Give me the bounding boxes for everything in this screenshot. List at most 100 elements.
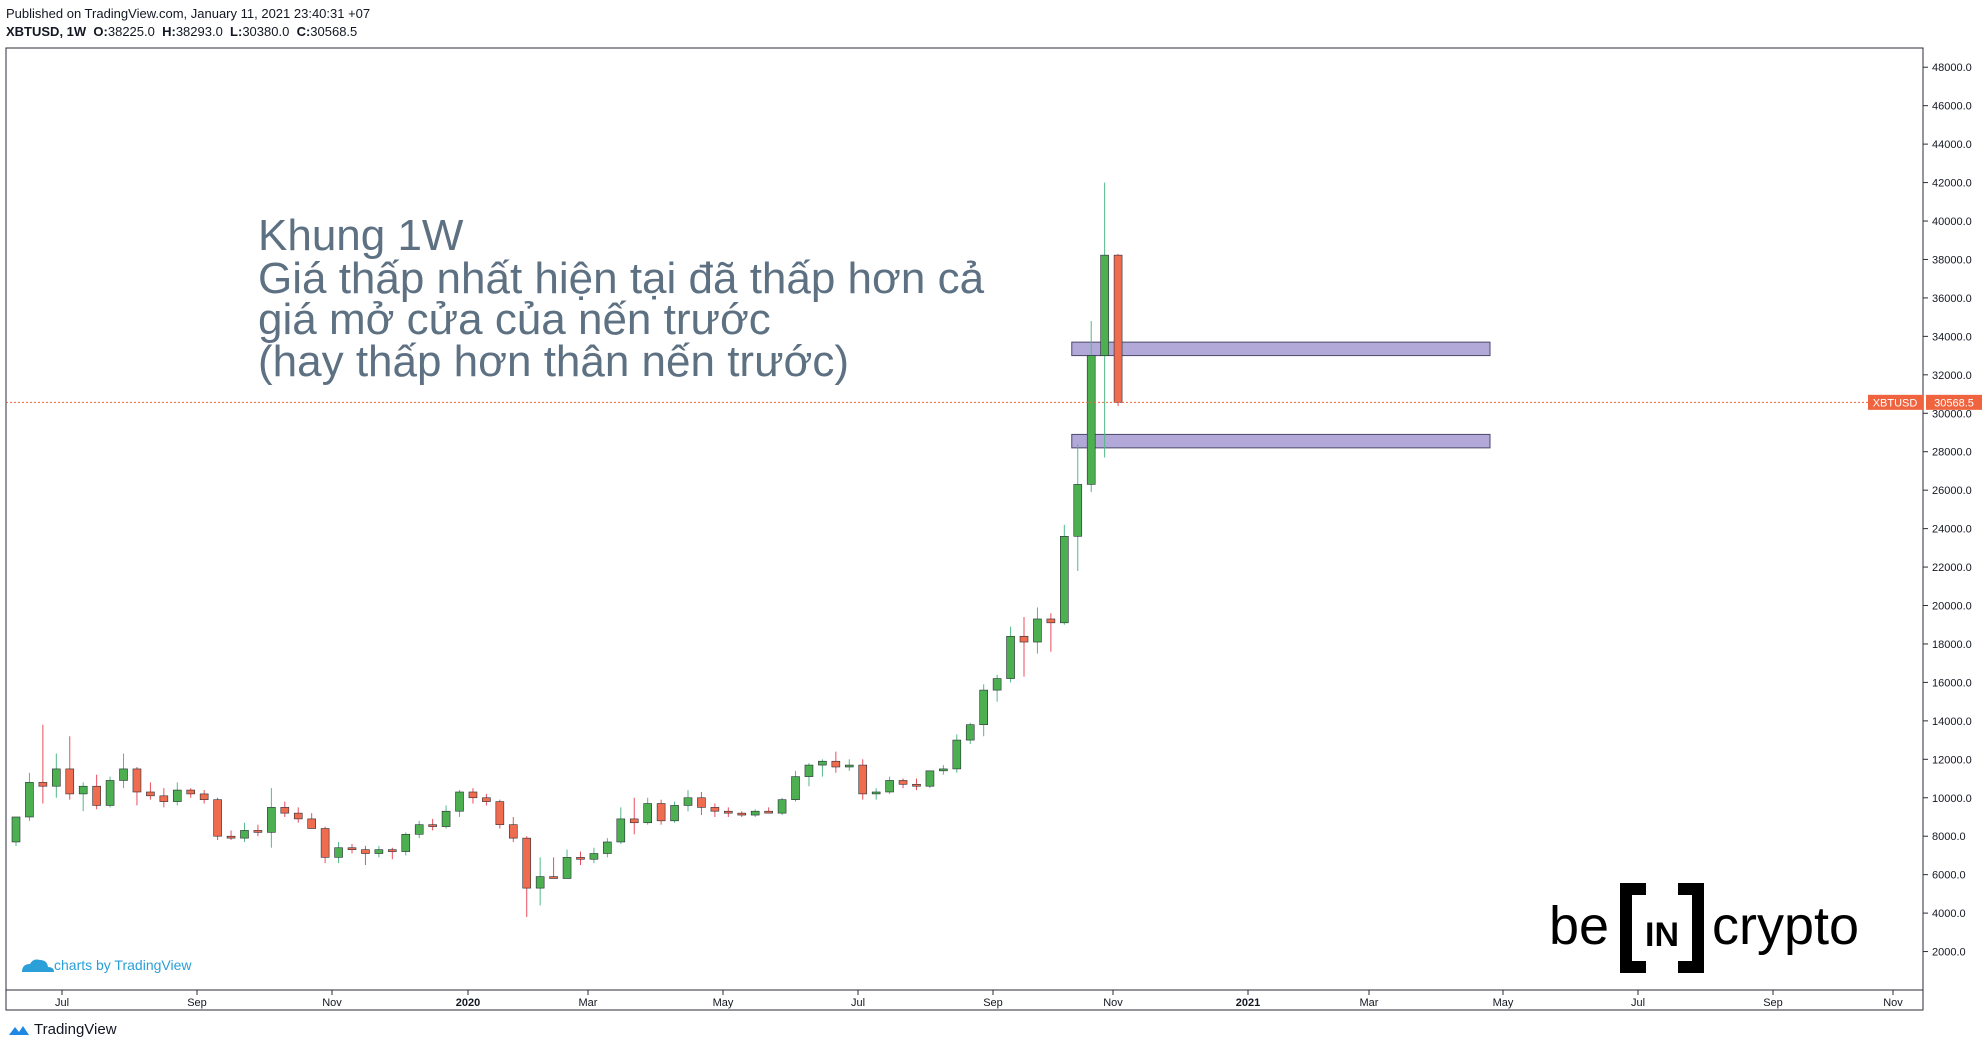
- tradingview-logo-icon: [9, 1025, 29, 1035]
- candle-body: [791, 776, 800, 800]
- candle-body: [1046, 618, 1056, 624]
- candle-body: [172, 789, 182, 802]
- annotation-line-4: (hay thấp hơn thân nến trước): [258, 337, 849, 386]
- annotation: Khung 1W Giá thấp nhất hiện tại đã thấp …: [258, 211, 985, 386]
- candle-body: [656, 803, 666, 822]
- candle-body: [374, 849, 384, 854]
- y-tick-label: 4000.0: [1932, 908, 1966, 920]
- y-tick-label: 38000.0: [1932, 254, 1972, 266]
- x-tick-label: 2021: [1236, 997, 1260, 1009]
- footer-brand[interactable]: TradingView: [8, 1021, 117, 1038]
- tradingview-watermark[interactable]: charts by TradingView: [22, 957, 192, 973]
- candle-body: [535, 876, 545, 889]
- candle-body: [750, 810, 760, 816]
- y-tick-label: 6000.0: [1932, 870, 1966, 882]
- open-label: O:: [93, 24, 108, 39]
- candle-body: [105, 780, 115, 806]
- candle-body: [1019, 635, 1029, 643]
- logo-bracket-cut-bottom: [1646, 961, 1678, 973]
- y-tick-label: 44000.0: [1932, 139, 1972, 151]
- candle-body: [697, 797, 706, 808]
- watermark-text[interactable]: charts by TradingView: [54, 957, 192, 973]
- candle-body: [78, 785, 88, 795]
- candle-body: [293, 812, 303, 820]
- candle-body: [979, 689, 988, 726]
- candle-body: [213, 799, 222, 837]
- candle-body: [240, 830, 249, 839]
- x-tick-label: May: [1493, 997, 1514, 1009]
- candle-body: [253, 830, 263, 833]
- candle-body: [777, 799, 787, 814]
- candle-body: [455, 791, 464, 812]
- y-tick-label: 18000.0: [1932, 639, 1972, 651]
- logo-bracket-cut-top: [1646, 883, 1678, 895]
- ohlc-legend: XBTUSD, 1W O:38225.0 H:38293.0 L:30380.0…: [6, 24, 357, 39]
- candle-body: [482, 797, 491, 802]
- open-value: 38225.0: [107, 24, 155, 39]
- x-tick-label: Jul: [1631, 997, 1645, 1009]
- x-tick-label: Jul: [851, 997, 865, 1009]
- candle-body: [347, 847, 357, 850]
- candle-body: [589, 853, 599, 860]
- x-axis[interactable]: Jul Sep Nov 2020 Mar May Jul Sep Nov 2021 Mar May Ju…: [55, 990, 1903, 1009]
- y-tick-label: 30000.0: [1932, 408, 1972, 420]
- candle-body: [468, 791, 478, 799]
- candle-body: [159, 795, 169, 802]
- candle-body: [1006, 635, 1015, 679]
- beincrypto-logo: be IN crypto: [1549, 883, 1859, 973]
- zone-rectangle[interactable]: [1071, 341, 1491, 357]
- y-tick-label: 34000.0: [1932, 331, 1972, 343]
- candle-body: [992, 678, 1002, 691]
- candle-body: [508, 824, 518, 839]
- candle-body: [388, 849, 397, 852]
- candle-body: [307, 818, 316, 829]
- close-value: 30568.5: [310, 24, 358, 39]
- price-label-value-bg: [1926, 394, 1982, 410]
- y-tick-label: 48000.0: [1932, 62, 1972, 74]
- candle-body: [603, 841, 612, 854]
- candle-body: [804, 764, 814, 777]
- candle-body: [428, 824, 437, 827]
- candle-body: [710, 807, 720, 812]
- y-tick-label: 20000.0: [1932, 601, 1972, 613]
- candle-body: [683, 797, 693, 806]
- price-label-symbol-bg: [1868, 394, 1923, 410]
- candle-body: [925, 770, 935, 787]
- low-label: L:: [230, 24, 243, 39]
- candle-body: [912, 783, 921, 787]
- high-value: 38293.0: [175, 24, 223, 39]
- candle-body: [52, 768, 61, 787]
- candle-body: [629, 818, 639, 824]
- candle-body: [65, 768, 75, 795]
- logo-be: be: [1549, 896, 1609, 956]
- candle-body: [898, 780, 908, 785]
- y-tick-label: 12000.0: [1932, 754, 1972, 766]
- price-label-value: 30568.5: [1934, 397, 1974, 409]
- candle-body: [952, 739, 962, 770]
- candle-body: [1086, 355, 1096, 485]
- candle-body: [1033, 618, 1042, 643]
- price-label-symbol: XBTUSD: [1873, 397, 1918, 409]
- candle-body: [871, 791, 881, 795]
- candle-body: [616, 818, 626, 843]
- zone-rectangle[interactable]: [1071, 433, 1491, 449]
- y-tick-label: 40000.0: [1932, 216, 1972, 228]
- candle-body: [724, 810, 733, 814]
- y-axis[interactable]: 2000.0 4000.0 6000.0 8000.0 10000.0 12000.0 14…: [1923, 62, 1972, 959]
- cloud-icon: [22, 959, 54, 972]
- candle-body: [643, 803, 652, 824]
- y-tick-label: 26000.0: [1932, 485, 1972, 497]
- candle-body: [764, 810, 773, 814]
- candle-body: [670, 805, 679, 822]
- plot-frame: [5, 47, 1924, 1011]
- candle-body: [38, 782, 48, 787]
- x-tick-label: Nov: [1883, 997, 1903, 1009]
- y-tick-label: 36000.0: [1932, 293, 1972, 305]
- candle-body: [831, 760, 841, 768]
- price-label: XBTUSD 30568.5: [1868, 394, 1982, 410]
- logo-bracket-inner: [1632, 895, 1692, 961]
- y-tick-label: 16000.0: [1932, 677, 1972, 689]
- x-tick-label: Sep: [187, 997, 207, 1009]
